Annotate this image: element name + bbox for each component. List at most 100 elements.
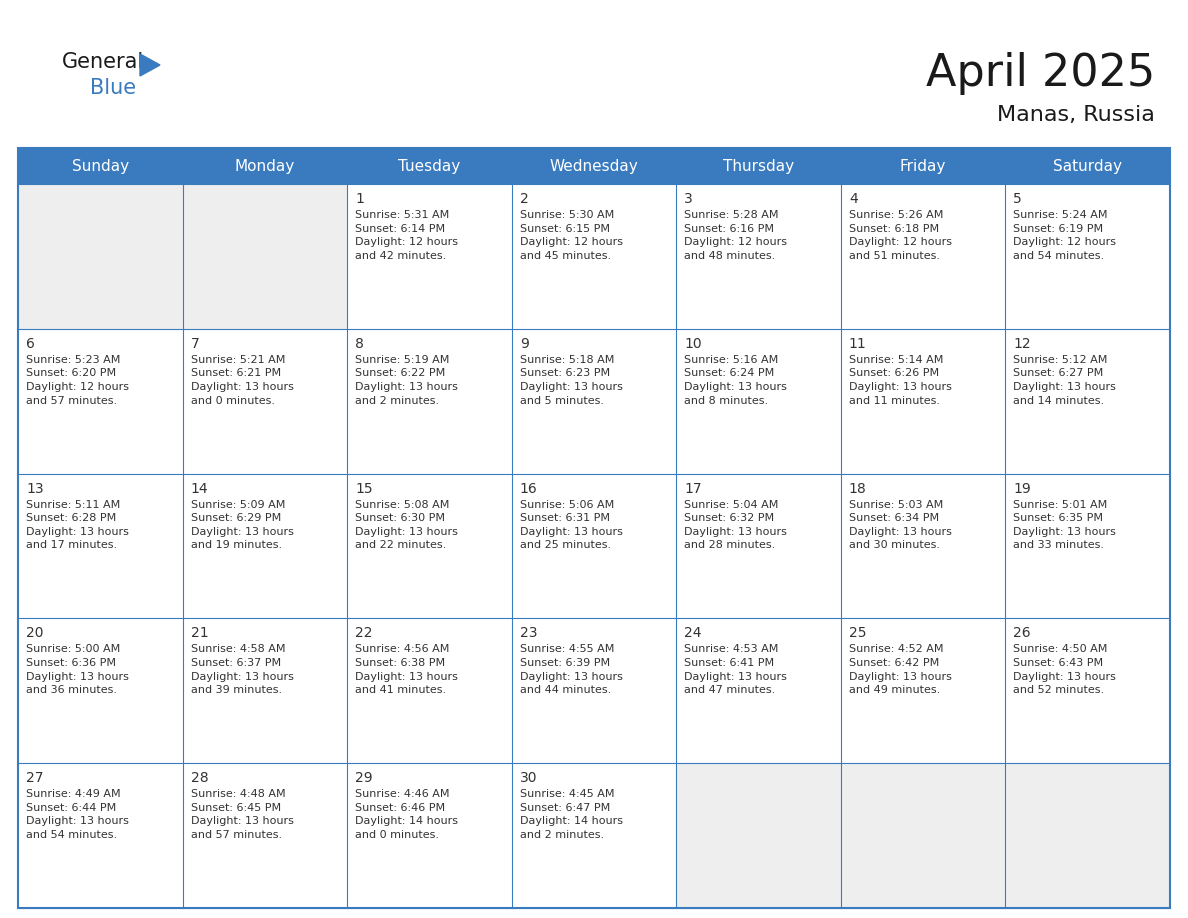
- Text: 29: 29: [355, 771, 373, 785]
- Bar: [1005, 148, 1170, 184]
- Text: 8: 8: [355, 337, 364, 351]
- Text: Sunrise: 4:49 AM
Sunset: 6:44 PM
Daylight: 13 hours
and 54 minutes.: Sunrise: 4:49 AM Sunset: 6:44 PM Dayligh…: [26, 789, 128, 840]
- Text: Sunrise: 5:31 AM
Sunset: 6:14 PM
Daylight: 12 hours
and 42 minutes.: Sunrise: 5:31 AM Sunset: 6:14 PM Dayligh…: [355, 210, 459, 261]
- Polygon shape: [140, 54, 160, 76]
- Text: Sunrise: 5:03 AM
Sunset: 6:34 PM
Daylight: 13 hours
and 30 minutes.: Sunrise: 5:03 AM Sunset: 6:34 PM Dayligh…: [849, 499, 952, 551]
- Bar: [841, 474, 1005, 619]
- Bar: [676, 474, 841, 619]
- Text: 7: 7: [190, 337, 200, 351]
- Text: Manas, Russia: Manas, Russia: [997, 105, 1155, 125]
- Text: Sunrise: 5:04 AM
Sunset: 6:32 PM
Daylight: 13 hours
and 28 minutes.: Sunrise: 5:04 AM Sunset: 6:32 PM Dayligh…: [684, 499, 788, 551]
- Bar: [1005, 763, 1170, 908]
- Text: Sunrise: 5:01 AM
Sunset: 6:35 PM
Daylight: 13 hours
and 33 minutes.: Sunrise: 5:01 AM Sunset: 6:35 PM Dayligh…: [1013, 499, 1117, 551]
- Bar: [676, 619, 841, 763]
- Text: 10: 10: [684, 337, 702, 351]
- Bar: [512, 329, 676, 474]
- Text: 21: 21: [190, 626, 208, 641]
- Bar: [347, 474, 512, 619]
- Text: 2: 2: [519, 192, 529, 206]
- Text: Tuesday: Tuesday: [398, 159, 461, 174]
- Text: Sunrise: 4:48 AM
Sunset: 6:45 PM
Daylight: 13 hours
and 57 minutes.: Sunrise: 4:48 AM Sunset: 6:45 PM Dayligh…: [190, 789, 293, 840]
- Text: Sunrise: 4:56 AM
Sunset: 6:38 PM
Daylight: 13 hours
and 41 minutes.: Sunrise: 4:56 AM Sunset: 6:38 PM Dayligh…: [355, 644, 459, 695]
- Bar: [1005, 329, 1170, 474]
- Text: Wednesday: Wednesday: [550, 159, 638, 174]
- Text: 25: 25: [849, 626, 866, 641]
- Bar: [512, 619, 676, 763]
- Bar: [512, 148, 676, 184]
- Text: Sunrise: 5:08 AM
Sunset: 6:30 PM
Daylight: 13 hours
and 22 minutes.: Sunrise: 5:08 AM Sunset: 6:30 PM Dayligh…: [355, 499, 459, 551]
- Text: 5: 5: [1013, 192, 1022, 206]
- Bar: [1005, 184, 1170, 329]
- Text: 28: 28: [190, 771, 208, 785]
- Text: 3: 3: [684, 192, 693, 206]
- Text: Monday: Monday: [235, 159, 295, 174]
- Text: General: General: [62, 52, 144, 72]
- Text: Friday: Friday: [901, 159, 947, 174]
- Text: Sunrise: 5:18 AM
Sunset: 6:23 PM
Daylight: 13 hours
and 5 minutes.: Sunrise: 5:18 AM Sunset: 6:23 PM Dayligh…: [519, 354, 623, 406]
- Text: 24: 24: [684, 626, 702, 641]
- Bar: [183, 619, 347, 763]
- Text: 23: 23: [519, 626, 537, 641]
- Text: Sunrise: 4:52 AM
Sunset: 6:42 PM
Daylight: 13 hours
and 49 minutes.: Sunrise: 4:52 AM Sunset: 6:42 PM Dayligh…: [849, 644, 952, 695]
- Text: 14: 14: [190, 482, 208, 496]
- Bar: [183, 329, 347, 474]
- Text: 1: 1: [355, 192, 364, 206]
- Bar: [676, 329, 841, 474]
- Text: Thursday: Thursday: [723, 159, 794, 174]
- Bar: [183, 184, 347, 329]
- Bar: [183, 763, 347, 908]
- Bar: [841, 619, 1005, 763]
- Text: Sunrise: 5:14 AM
Sunset: 6:26 PM
Daylight: 13 hours
and 11 minutes.: Sunrise: 5:14 AM Sunset: 6:26 PM Dayligh…: [849, 354, 952, 406]
- Bar: [183, 148, 347, 184]
- Bar: [347, 329, 512, 474]
- Bar: [18, 763, 183, 908]
- Text: Sunrise: 4:53 AM
Sunset: 6:41 PM
Daylight: 13 hours
and 47 minutes.: Sunrise: 4:53 AM Sunset: 6:41 PM Dayligh…: [684, 644, 788, 695]
- Text: Sunrise: 5:00 AM
Sunset: 6:36 PM
Daylight: 13 hours
and 36 minutes.: Sunrise: 5:00 AM Sunset: 6:36 PM Dayligh…: [26, 644, 128, 695]
- Text: 16: 16: [519, 482, 537, 496]
- Text: Sunrise: 5:30 AM
Sunset: 6:15 PM
Daylight: 12 hours
and 45 minutes.: Sunrise: 5:30 AM Sunset: 6:15 PM Dayligh…: [519, 210, 623, 261]
- Text: 13: 13: [26, 482, 44, 496]
- Text: Sunrise: 5:24 AM
Sunset: 6:19 PM
Daylight: 12 hours
and 54 minutes.: Sunrise: 5:24 AM Sunset: 6:19 PM Dayligh…: [1013, 210, 1117, 261]
- Text: 27: 27: [26, 771, 44, 785]
- Text: 30: 30: [519, 771, 537, 785]
- Text: 9: 9: [519, 337, 529, 351]
- Bar: [18, 619, 183, 763]
- Text: Sunrise: 4:46 AM
Sunset: 6:46 PM
Daylight: 14 hours
and 0 minutes.: Sunrise: 4:46 AM Sunset: 6:46 PM Dayligh…: [355, 789, 459, 840]
- Text: Sunrise: 4:45 AM
Sunset: 6:47 PM
Daylight: 14 hours
and 2 minutes.: Sunrise: 4:45 AM Sunset: 6:47 PM Dayligh…: [519, 789, 623, 840]
- Bar: [18, 148, 183, 184]
- Text: Sunrise: 4:50 AM
Sunset: 6:43 PM
Daylight: 13 hours
and 52 minutes.: Sunrise: 4:50 AM Sunset: 6:43 PM Dayligh…: [1013, 644, 1117, 695]
- Bar: [1005, 619, 1170, 763]
- Text: 20: 20: [26, 626, 44, 641]
- Bar: [841, 329, 1005, 474]
- Bar: [347, 148, 512, 184]
- Bar: [347, 184, 512, 329]
- Bar: [183, 474, 347, 619]
- Bar: [18, 329, 183, 474]
- Text: Sunrise: 5:19 AM
Sunset: 6:22 PM
Daylight: 13 hours
and 2 minutes.: Sunrise: 5:19 AM Sunset: 6:22 PM Dayligh…: [355, 354, 459, 406]
- Bar: [18, 184, 183, 329]
- Text: Sunrise: 5:26 AM
Sunset: 6:18 PM
Daylight: 12 hours
and 51 minutes.: Sunrise: 5:26 AM Sunset: 6:18 PM Dayligh…: [849, 210, 952, 261]
- Bar: [676, 148, 841, 184]
- Bar: [1005, 474, 1170, 619]
- Bar: [841, 184, 1005, 329]
- Text: Sunrise: 5:28 AM
Sunset: 6:16 PM
Daylight: 12 hours
and 48 minutes.: Sunrise: 5:28 AM Sunset: 6:16 PM Dayligh…: [684, 210, 788, 261]
- Bar: [676, 184, 841, 329]
- Bar: [18, 148, 1170, 908]
- Bar: [512, 474, 676, 619]
- Text: 19: 19: [1013, 482, 1031, 496]
- Text: 11: 11: [849, 337, 866, 351]
- Text: Sunrise: 4:58 AM
Sunset: 6:37 PM
Daylight: 13 hours
and 39 minutes.: Sunrise: 4:58 AM Sunset: 6:37 PM Dayligh…: [190, 644, 293, 695]
- Text: Sunday: Sunday: [71, 159, 128, 174]
- Text: Sunrise: 5:06 AM
Sunset: 6:31 PM
Daylight: 13 hours
and 25 minutes.: Sunrise: 5:06 AM Sunset: 6:31 PM Dayligh…: [519, 499, 623, 551]
- Text: Sunrise: 5:11 AM
Sunset: 6:28 PM
Daylight: 13 hours
and 17 minutes.: Sunrise: 5:11 AM Sunset: 6:28 PM Dayligh…: [26, 499, 128, 551]
- Bar: [512, 763, 676, 908]
- Text: 17: 17: [684, 482, 702, 496]
- Text: 6: 6: [26, 337, 34, 351]
- Bar: [512, 184, 676, 329]
- Text: Sunrise: 5:21 AM
Sunset: 6:21 PM
Daylight: 13 hours
and 0 minutes.: Sunrise: 5:21 AM Sunset: 6:21 PM Dayligh…: [190, 354, 293, 406]
- Text: April 2025: April 2025: [925, 52, 1155, 95]
- Text: 4: 4: [849, 192, 858, 206]
- Text: 18: 18: [849, 482, 866, 496]
- Text: Sunrise: 4:55 AM
Sunset: 6:39 PM
Daylight: 13 hours
and 44 minutes.: Sunrise: 4:55 AM Sunset: 6:39 PM Dayligh…: [519, 644, 623, 695]
- Text: 15: 15: [355, 482, 373, 496]
